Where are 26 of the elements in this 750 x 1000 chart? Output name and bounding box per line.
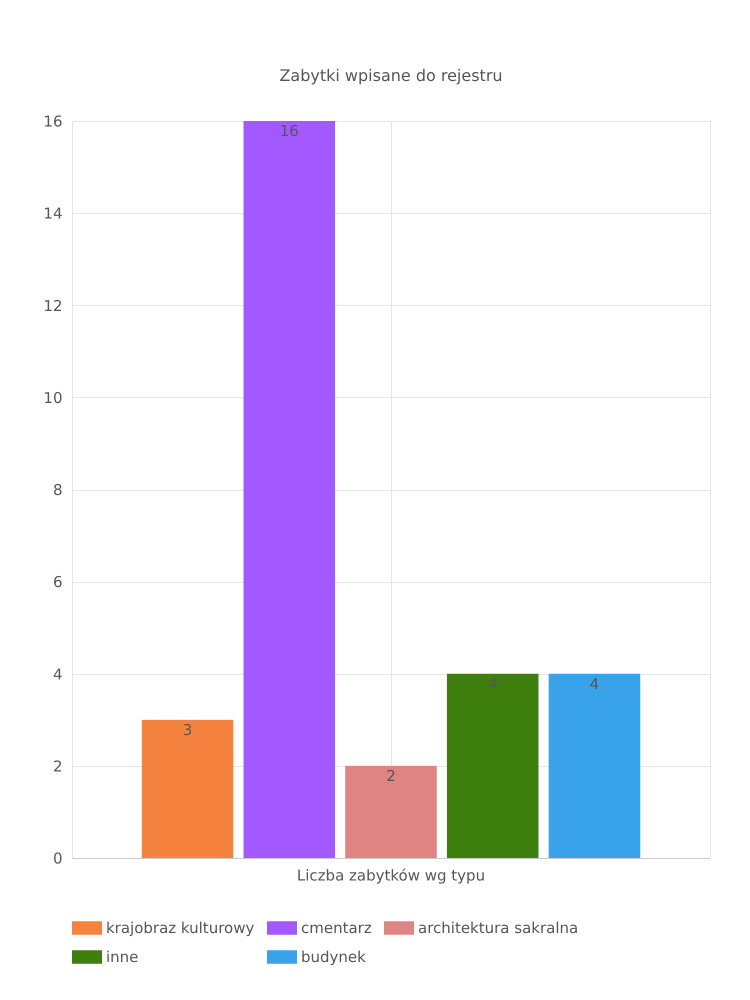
legend-label: architektura sakralna [418, 919, 578, 937]
bar [142, 720, 234, 858]
x-tick-label: Liczba zabytków wg typu [296, 866, 486, 884]
y-tick-label: 4 [52, 665, 62, 684]
legend-label: budynek [301, 948, 366, 966]
data-label: 4 [488, 674, 498, 693]
legend-label: cmentarz [301, 919, 372, 937]
y-tick-label: 2 [52, 757, 62, 776]
bar [345, 766, 437, 858]
y-tick-label: 6 [52, 573, 62, 592]
y-tick-label: 14 [43, 204, 62, 223]
legend-label: krajobraz kulturowy [106, 919, 254, 937]
data-label: 3 [182, 720, 192, 739]
y-tick-label: 8 [52, 481, 62, 499]
chart-title: Zabytki wpisane do rejestru [279, 66, 503, 85]
y-tick-label: 12 [43, 296, 62, 315]
data-label: 16 [280, 122, 299, 140]
bar [548, 674, 640, 858]
bar [446, 674, 538, 858]
bar [244, 121, 336, 858]
data-label: 2 [386, 766, 396, 785]
y-tick-label: 10 [43, 388, 62, 407]
y-tick-label: 16 [43, 112, 62, 130]
y-tick-label: 0 [52, 850, 62, 868]
legend-label: inne [106, 948, 138, 966]
data-label: 4 [590, 674, 600, 693]
